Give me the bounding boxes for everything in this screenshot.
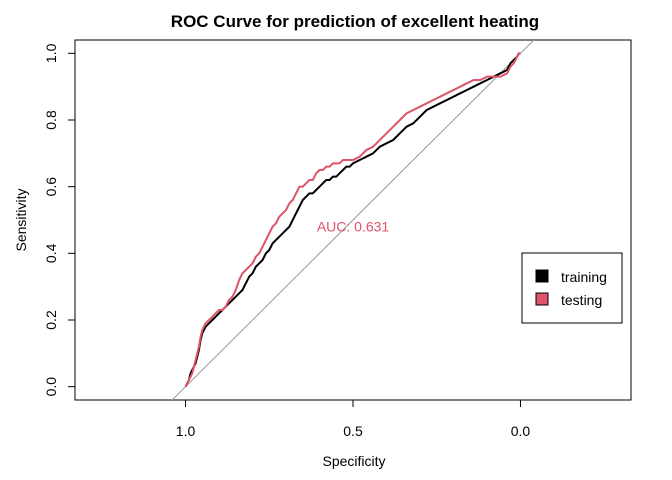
legend-swatch-training: [535, 269, 549, 283]
reference-diagonal: [171, 40, 535, 400]
y-tick-label: 0.0: [43, 377, 59, 397]
y-tick-label: 0.8: [43, 110, 59, 130]
x-axis-label: Specificity: [322, 453, 385, 469]
series-line-testing: [184, 52, 521, 388]
y-tick-label: 1.0: [43, 43, 59, 63]
chart-title: ROC Curve for prediction of excellent he…: [171, 12, 539, 31]
legend: training testing: [521, 252, 623, 324]
x-tick-label: 1.0: [176, 423, 196, 439]
y-tick-label: 0.6: [43, 177, 59, 197]
plot-area: [171, 40, 535, 400]
x-tick-label: 0.5: [343, 423, 363, 439]
y-tick-label: 0.4: [43, 243, 59, 263]
legend-swatch-testing: [535, 292, 549, 306]
auc-annotation: AUC: 0.631: [317, 219, 390, 235]
y-axis-label: Sensitivity: [13, 188, 29, 251]
y-tick-label: 0.2: [43, 310, 59, 330]
legend-label-training: training: [561, 269, 607, 285]
x-tick-label: 0.0: [511, 423, 531, 439]
legend-label-testing: testing: [561, 292, 602, 308]
legend-box: [521, 252, 623, 324]
series-line-training: [184, 52, 521, 388]
